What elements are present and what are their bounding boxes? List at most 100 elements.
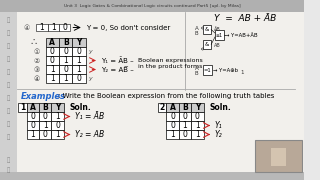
- Bar: [39, 121, 51, 130]
- Text: B: B: [195, 30, 199, 35]
- Text: 0: 0: [43, 130, 48, 139]
- Bar: [72, 47, 85, 56]
- Text: 1: 1: [195, 130, 200, 139]
- Bar: [59, 47, 72, 56]
- Bar: [0, 0, 304, 12]
- Text: ĀB: ĀB: [214, 26, 221, 31]
- Text: ⬜: ⬜: [7, 95, 10, 101]
- Bar: [215, 30, 223, 40]
- Bar: [0, 12, 17, 180]
- Text: 1: 1: [170, 130, 175, 139]
- Bar: [46, 38, 59, 47]
- Bar: [166, 130, 179, 139]
- Bar: [18, 103, 27, 112]
- Text: ⬜: ⬜: [7, 108, 10, 114]
- Text: Y = 0, So don't consider: Y = 0, So don't consider: [85, 24, 170, 30]
- Text: 0: 0: [170, 112, 175, 121]
- Bar: [72, 65, 85, 74]
- Bar: [39, 103, 51, 112]
- Text: 1: 1: [55, 130, 60, 139]
- Text: 0: 0: [63, 47, 68, 56]
- Bar: [51, 121, 64, 130]
- Bar: [271, 148, 286, 166]
- Bar: [39, 112, 51, 121]
- Bar: [27, 103, 39, 112]
- Text: &: &: [205, 27, 209, 32]
- Bar: [191, 130, 204, 139]
- Text: Y₁ = ĀB: Y₁ = ĀB: [75, 112, 104, 121]
- Text: ⬜: ⬜: [7, 167, 10, 173]
- Text: 0: 0: [195, 112, 200, 121]
- Bar: [179, 103, 191, 112]
- Bar: [27, 130, 39, 139]
- Text: Y: Y: [76, 38, 82, 47]
- Text: ⬜: ⬜: [7, 17, 10, 23]
- Bar: [203, 65, 212, 75]
- Text: Y  =  AB + ĀB: Y = AB + ĀB: [214, 14, 276, 22]
- Text: 0: 0: [50, 47, 55, 56]
- Text: 1: 1: [55, 112, 60, 121]
- Text: 1: 1: [195, 121, 200, 130]
- Bar: [59, 74, 72, 83]
- Bar: [72, 56, 85, 65]
- Text: 1: 1: [50, 65, 55, 74]
- Text: 1: 1: [183, 121, 188, 130]
- Bar: [27, 112, 39, 121]
- Bar: [17, 12, 304, 172]
- Text: Examples: Examples: [21, 91, 66, 100]
- Text: Y: Y: [55, 103, 60, 112]
- Text: ⬜: ⬜: [7, 134, 10, 140]
- Text: ⬜: ⬜: [7, 121, 10, 127]
- Bar: [46, 74, 59, 83]
- Text: 1: 1: [63, 74, 68, 83]
- Bar: [158, 103, 166, 112]
- Text: ⬜: ⬜: [7, 157, 10, 163]
- Text: ⬜: ⬜: [7, 82, 10, 88]
- Bar: [36, 24, 48, 31]
- Text: ⬜: ⬜: [7, 69, 10, 75]
- Text: Y₂ = AB̅ –: Y₂ = AB̅ –: [101, 66, 133, 73]
- Circle shape: [202, 27, 204, 29]
- Text: 0: 0: [62, 23, 67, 32]
- Bar: [46, 47, 59, 56]
- Text: ④: ④: [23, 24, 30, 30]
- Bar: [191, 121, 204, 130]
- Text: : Write the Boolean expression from the following truth tables: : Write the Boolean expression from the …: [58, 93, 274, 99]
- Bar: [72, 38, 85, 47]
- Text: y: y: [88, 76, 92, 81]
- Text: 1: 1: [76, 65, 81, 74]
- Text: 0: 0: [76, 74, 81, 83]
- Bar: [179, 112, 191, 121]
- Bar: [166, 112, 179, 121]
- Text: A: A: [195, 66, 199, 71]
- Text: 2: 2: [160, 103, 165, 112]
- Text: ∴: ∴: [30, 37, 36, 47]
- Bar: [203, 25, 211, 34]
- Text: 0: 0: [30, 112, 35, 121]
- Text: Y₁ = ĀB –: Y₁ = ĀB –: [101, 57, 133, 64]
- Bar: [72, 74, 85, 83]
- Text: 0: 0: [50, 56, 55, 65]
- Text: 0: 0: [63, 65, 68, 74]
- Text: 1: 1: [43, 121, 48, 130]
- Text: 0: 0: [43, 112, 48, 121]
- Text: ①: ①: [33, 48, 39, 55]
- Text: 1: 1: [63, 56, 68, 65]
- Bar: [27, 121, 39, 130]
- Bar: [179, 121, 191, 130]
- Text: 1: 1: [241, 69, 244, 75]
- Text: y: y: [88, 49, 92, 54]
- Bar: [179, 130, 191, 139]
- Bar: [39, 130, 51, 139]
- Bar: [46, 56, 59, 65]
- Text: 0: 0: [170, 121, 175, 130]
- Bar: [166, 103, 179, 112]
- Text: 1: 1: [39, 23, 44, 32]
- Text: Soln.: Soln.: [209, 103, 231, 112]
- Text: A: A: [170, 103, 176, 112]
- Bar: [191, 112, 204, 121]
- Text: ②: ②: [33, 57, 39, 64]
- Text: Y: Y: [195, 103, 200, 112]
- Text: B: B: [42, 103, 48, 112]
- Bar: [166, 121, 179, 130]
